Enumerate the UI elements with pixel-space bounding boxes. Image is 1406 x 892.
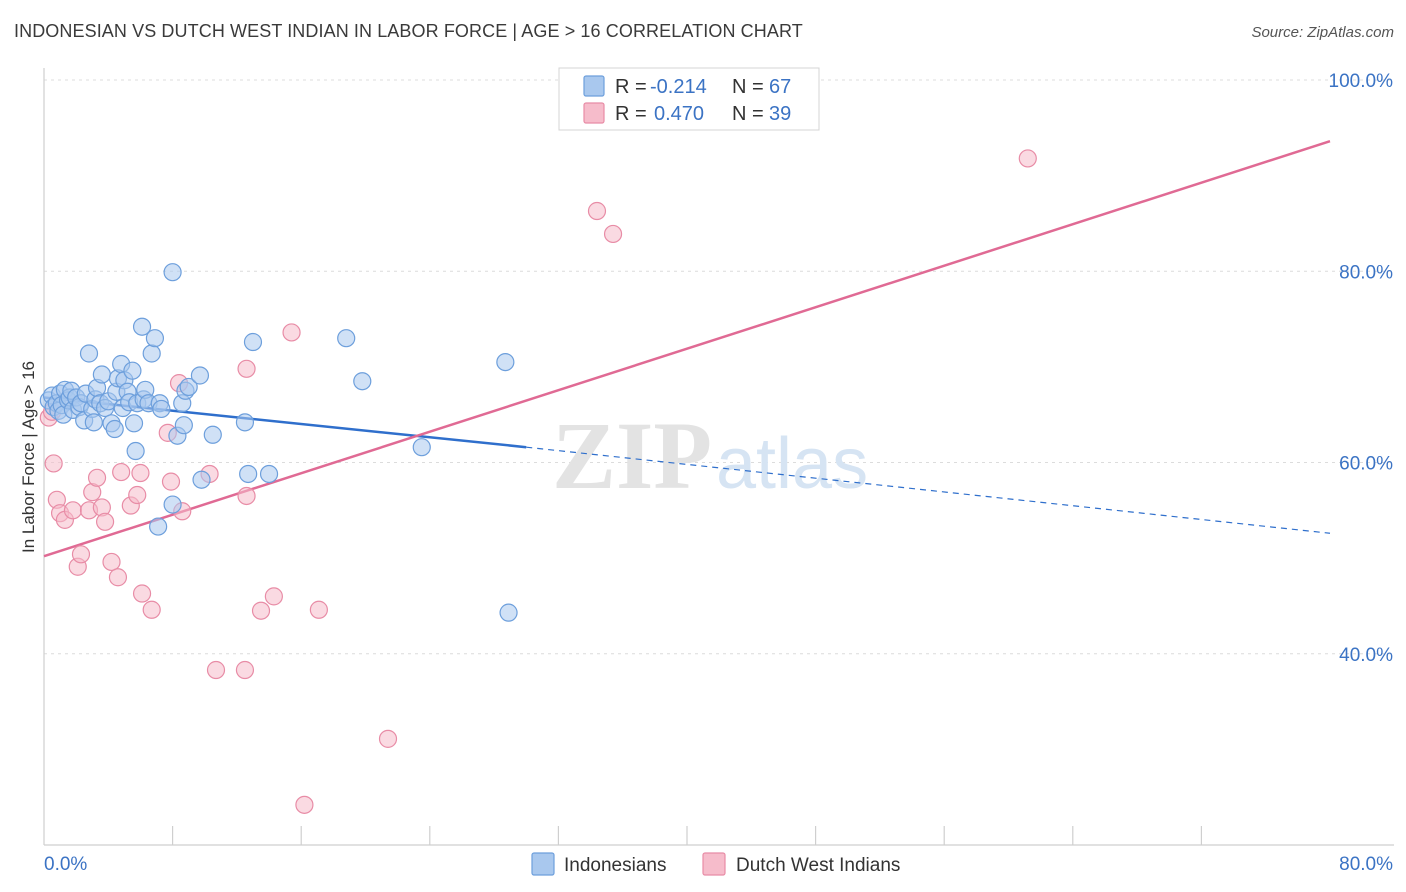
legend-swatch-pink	[583, 102, 605, 124]
legend-r-value-2: 0.470	[654, 103, 704, 125]
point-dutch-west-indians-18	[128, 485, 147, 505]
point-dutch-west-indians-32	[264, 587, 283, 606]
point-indonesians-36	[123, 361, 142, 380]
y-tick-label-3: 100.0%	[1329, 71, 1394, 92]
point-indonesians-66	[496, 352, 515, 372]
point-indonesians-60	[239, 464, 258, 484]
point-indonesians-57	[192, 470, 211, 489]
point-indonesians-67	[499, 603, 518, 622]
trend-line-indonesians-extension	[526, 446, 1331, 534]
point-dutch-west-indians-37	[587, 201, 607, 221]
x-tick-labels: 0.0% 80.0%	[44, 826, 1393, 875]
point-indonesians-44	[142, 344, 161, 363]
point-dutch-west-indians-29	[237, 486, 256, 506]
point-dutch-west-indians-31	[251, 601, 271, 620]
legend-swatch-blue	[583, 75, 605, 97]
point-indonesians-38	[126, 441, 145, 461]
point-dutch-west-indians-30	[237, 359, 256, 378]
point-indonesians-65	[412, 438, 431, 457]
point-dutch-west-indians-6	[63, 501, 83, 520]
point-indonesians-24	[92, 365, 111, 384]
point-dutch-west-indians-16	[112, 462, 131, 482]
x-tick-label-0: 0.0%	[44, 854, 87, 875]
point-indonesians-64	[353, 372, 372, 391]
point-dutch-west-indians-23	[161, 472, 181, 491]
point-indonesians-59	[235, 413, 255, 432]
legend: R = -0.214 N = 67 R = 0.470 N = 39	[558, 67, 820, 131]
point-indonesians-56	[190, 366, 210, 385]
source-label: Source: ZipAtlas.com	[1251, 24, 1394, 41]
axes	[43, 68, 1394, 846]
legend-r-value-1: -0.214	[650, 76, 707, 98]
point-indonesians-45	[145, 329, 165, 348]
data-points	[39, 149, 1037, 814]
point-indonesians-46	[149, 517, 168, 536]
y-tick-label-1: 60.0%	[1339, 454, 1393, 475]
x-tick-label-1: 80.0%	[1339, 854, 1393, 875]
legend-r-label-1: R =	[615, 76, 647, 98]
point-dutch-west-indians-21	[142, 600, 161, 619]
chart-title: INDONESIAN VS DUTCH WEST INDIAN IN LABOR…	[14, 21, 803, 41]
point-indonesians-53	[174, 416, 193, 435]
point-dutch-west-indians-8	[71, 545, 91, 564]
bottom-legend-swatch-blue	[531, 852, 555, 876]
point-dutch-west-indians-2	[44, 454, 63, 473]
point-dutch-west-indians-27	[206, 660, 226, 680]
point-indonesians-49	[163, 263, 182, 282]
trend-line-dutch-west-indians	[43, 140, 1331, 558]
point-indonesians-40	[132, 317, 152, 336]
point-dutch-west-indians-28	[235, 660, 255, 680]
point-indonesians-55	[179, 377, 198, 397]
point-dutch-west-indians-35	[295, 795, 314, 814]
bottom-legend-swatch-pink	[702, 852, 726, 876]
legend-n-label-2: N =	[732, 103, 764, 125]
point-dutch-west-indians-11	[87, 468, 107, 487]
point-dutch-west-indians-13	[95, 512, 115, 531]
point-dutch-west-indians-19	[131, 463, 150, 483]
point-indonesians-20	[84, 413, 103, 432]
y-axis-label: In Labor Force | Age > 16	[19, 361, 38, 553]
legend-n-value-1: 67	[769, 76, 791, 98]
y-tick-label-0: 40.0%	[1339, 645, 1393, 666]
bottom-legend-label-2: Dutch West Indians	[736, 855, 900, 876]
point-dutch-west-indians-15	[108, 568, 128, 587]
point-indonesians-50	[163, 495, 182, 514]
watermark-zip: ZIP	[552, 402, 712, 509]
point-dutch-west-indians-39	[1018, 149, 1037, 168]
y-tick-labels: 40.0% 60.0% 80.0% 100.0%	[1329, 71, 1394, 666]
legend-n-label-1: N =	[732, 76, 764, 98]
point-dutch-west-indians-34	[309, 600, 328, 619]
bottom-legend: Indonesians Dutch West Indians	[531, 852, 900, 876]
point-dutch-west-indians-14	[102, 552, 121, 572]
point-dutch-west-indians-33	[282, 323, 301, 342]
y-tick-label-2: 80.0%	[1339, 262, 1393, 283]
point-indonesians-48	[152, 399, 171, 419]
point-indonesians-63	[337, 329, 356, 348]
watermark-atlas: atlas	[716, 424, 868, 504]
point-indonesians-18	[79, 344, 99, 363]
point-indonesians-61	[243, 332, 263, 352]
point-indonesians-37	[124, 414, 144, 433]
watermark: ZIP atlas	[552, 402, 868, 509]
bottom-legend-label-1: Indonesians	[564, 855, 666, 876]
legend-r-label-2: R =	[615, 103, 647, 125]
legend-n-value-2: 39	[769, 103, 791, 125]
point-indonesians-28	[105, 419, 124, 439]
point-dutch-west-indians-36	[378, 729, 398, 748]
point-indonesians-62	[259, 464, 279, 484]
point-dutch-west-indians-20	[132, 584, 152, 603]
point-indonesians-58	[203, 425, 222, 444]
point-dutch-west-indians-38	[603, 224, 623, 244]
